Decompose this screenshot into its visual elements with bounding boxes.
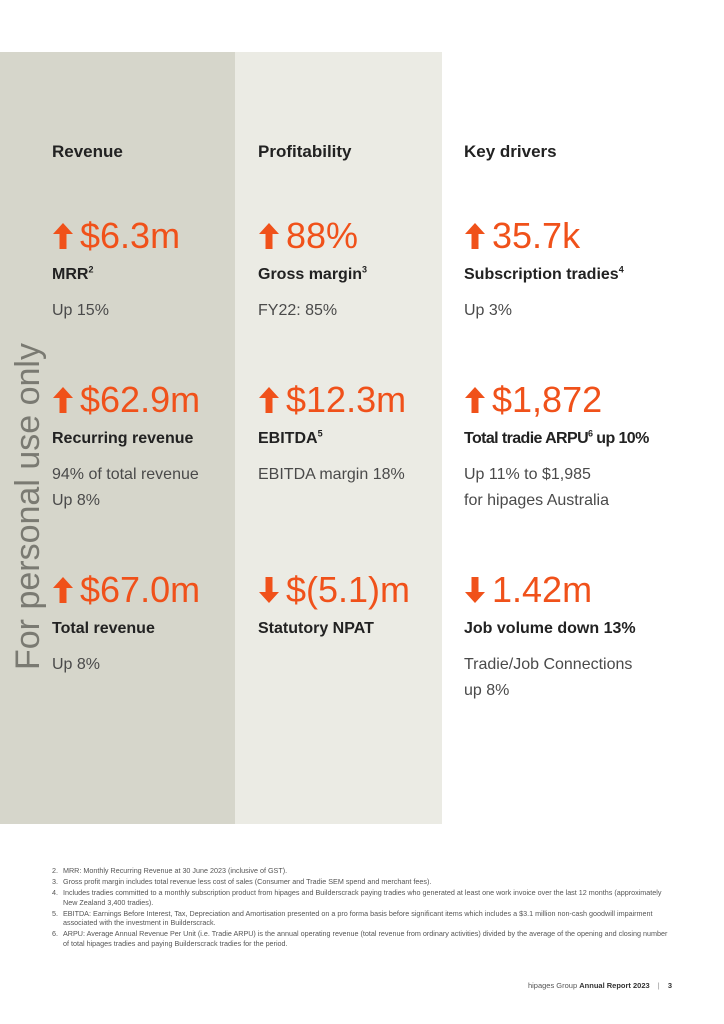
metric-job-volume: 1.42m Job volume down 13% Tradie/Job Con… [464,570,636,704]
footnote-number: 6. [52,929,58,938]
footnote-item: 3. Gross profit margin includes total rev… [52,877,672,887]
metric-subtext: Up 8% [52,656,101,673]
arrow-up-icon [52,221,74,251]
arrow-up-icon [464,221,486,251]
metric-value: 1.42m [492,569,593,610]
arrow-down-icon [258,575,280,605]
metric-subtext: FY22: 85% [258,302,338,319]
metric-label: Total tradie ARPU [464,430,589,447]
metric-value: 88% [286,215,359,256]
footnotes: 2. MRR: Monthly Recurring Revenue at 30 J… [52,866,672,950]
footnote-text: ARPU: Average Annual Revenue Per Unit (i… [63,929,668,948]
metric-value: $(5.1)m [286,569,411,610]
metric-value: $1,872 [492,379,603,420]
footnote-item: 5. EBITDA: Earnings Before Interest, Tax,… [52,909,672,928]
footnote-number: 5. [52,908,58,918]
metric-label: Recurring revenue [52,430,194,447]
metric-subtext: for hipages Australia [464,492,609,509]
metric-subtext: Tradie/Job Connections [464,656,633,673]
metric-value: 35.7k [492,215,581,256]
footnote-ref: 3 [362,264,368,275]
metric-gross-margin: 88% Gross margin3 FY22: 85% [258,216,367,324]
metric-subtext: Up 11% to $1,985 [464,466,591,483]
footnote-ref: 2 [88,264,94,275]
metric-value: $6.3m [80,215,181,256]
metric-label: EBITDA [258,430,318,447]
page-number: 3 [667,981,672,990]
metric-total-revenue: $67.0m Total revenue Up 8% [52,570,200,678]
arrow-up-icon [464,385,486,415]
watermark: For personal use only [9,343,47,670]
metric-mrr: $6.3m MRR2 Up 15% [52,216,180,324]
metric-subtext: 94% of total revenue [52,466,199,483]
page-footer: hipages Group Annual Report 2023 | 3 [528,981,672,990]
footnote-item: 6. ARPU: Average Annual Revenue Per Unit … [52,929,672,948]
metric-recurring-revenue: $62.9m Recurring revenue 94% of total re… [52,380,200,514]
metric-label: Statutory NPAT [258,620,374,637]
footnote-ref: 4 [618,264,624,275]
footer-report-title: Annual Report 2023 [579,981,650,990]
metric-label: Total revenue [52,620,155,637]
footnote-item: 2. MRR: Monthly Recurring Revenue at 30 J… [52,866,672,876]
arrow-up-icon [52,385,74,415]
footnote-number: 3. [52,877,58,886]
metric-ebitda: $12.3m EBITDA5 EBITDA margin 18% [258,380,406,488]
arrow-up-icon [258,221,280,251]
arrow-up-icon [52,575,74,605]
column-heading: Revenue [52,142,123,161]
footnote-ref: 5 [317,428,323,439]
column-heading: Key drivers [464,142,557,161]
metric-subtext: up 8% [464,682,510,699]
footer-separator: | [657,981,660,990]
metric-value: $67.0m [80,569,201,610]
footnote-item: 4. Includes tradies committed to a monthl… [52,888,672,907]
revenue-panel-background [0,52,235,824]
metric-subtext: Up 15% [52,302,109,319]
profitability-panel-background [235,52,442,824]
metric-tradie-arpu: $1,872 Total tradie ARPU6 up 10% Up 11% … [464,380,649,514]
metric-label: MRR [52,266,89,283]
metric-label-suffix: up 10% [592,430,649,447]
footnote-ref: 6 [588,428,593,439]
metric-label: Subscription tradies [464,266,619,283]
footnote-text: Includes tradies committed to a monthly … [63,888,662,907]
footnote-text: EBITDA: Earnings Before Interest, Tax, D… [63,908,653,928]
metric-subtext: Up 3% [464,302,513,319]
metric-subtext: Up 8% [52,492,101,509]
metric-subscription-tradies: 35.7k Subscription tradies4 Up 3% [464,216,624,324]
footer-company: hipages Group [527,981,578,990]
metric-value: $62.9m [80,379,201,420]
footnote-number: 4. [52,888,58,897]
footnote-number: 2. [52,866,58,875]
metric-label: Job volume down 13% [464,620,636,637]
arrow-down-icon [464,575,486,605]
metric-label: Gross margin [258,266,363,283]
arrow-up-icon [258,385,280,415]
metric-statutory-npat: $(5.1)m Statutory NPAT [258,570,410,638]
column-heading: Profitability [258,142,352,161]
footnote-text: Gross profit margin includes total reven… [63,877,432,886]
metric-value: $12.3m [286,379,407,420]
footnote-text: MRR: Monthly Recurring Revenue at 30 Jun… [63,866,288,875]
metric-subtext: EBITDA margin 18% [258,466,405,483]
